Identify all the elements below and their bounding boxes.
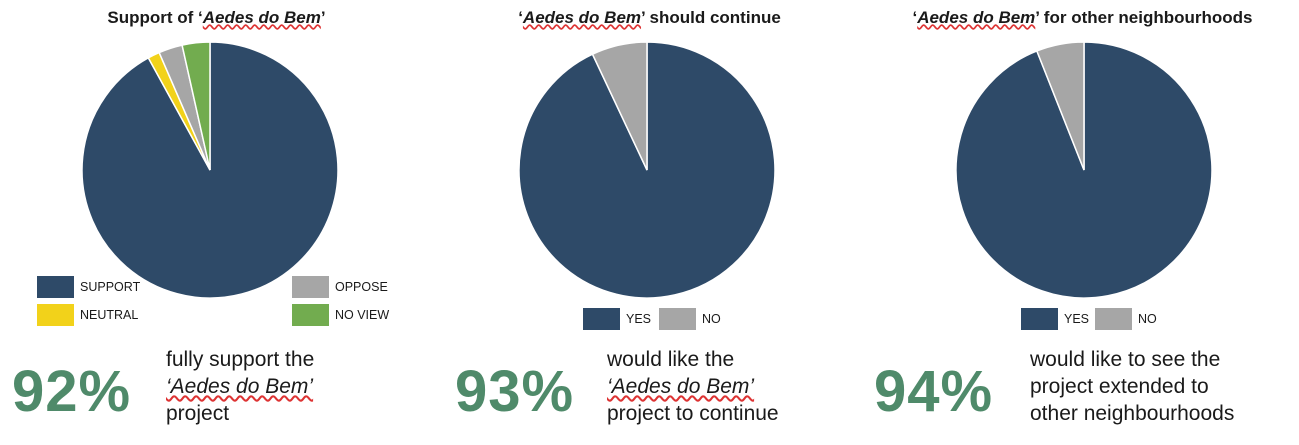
legend-item-neutral: NEUTRAL <box>37 304 138 326</box>
pie-slice-no-view <box>181 41 211 171</box>
legend-label: NO <box>702 312 721 326</box>
pie-chart <box>518 41 776 299</box>
legend-swatch <box>37 304 74 326</box>
chart-panel-continue: ‘Aedes do Bem’ should continue YES NO 93… <box>433 0 866 445</box>
legend-swatch <box>292 276 329 298</box>
pie-slice-no <box>1035 41 1085 171</box>
stat-description: would like to see the project extended t… <box>1030 346 1234 427</box>
stat-description: fully support the ‘Aedes do Bem’ project <box>166 346 314 427</box>
stat-percent: 93% <box>455 359 575 424</box>
legend-swatch <box>659 308 696 330</box>
desc-line: other neighbourhoods <box>1030 402 1235 425</box>
legend-label: NO VIEW <box>335 308 390 322</box>
legend-item-yes: YES <box>583 308 651 330</box>
stat-percent: 94% <box>874 359 994 424</box>
legend-swatch <box>1095 308 1132 330</box>
desc-line: would like to see the <box>1030 348 1221 371</box>
chart-title: ‘Aedes do Bem’ should continue <box>518 8 781 27</box>
legend-item-no: NO <box>1095 308 1157 330</box>
legend-item-yes: YES <box>1021 308 1089 330</box>
desc-line: project <box>166 402 230 425</box>
chart-panel-neighbourhoods: ‘Aedes do Bem’ for other neighbourhoods … <box>866 0 1299 445</box>
legend-item-oppose: OPPOSE <box>292 276 388 298</box>
legend-item-support: SUPPORT <box>37 276 140 298</box>
stat-percent: 92% <box>12 359 132 424</box>
desc-line: project extended to <box>1030 375 1209 398</box>
desc-line: project to continue <box>607 402 779 425</box>
desc-line: would like the <box>607 348 735 371</box>
stat-description: would like the ‘Aedes do Bem’ project to… <box>607 346 779 427</box>
legend-label: YES <box>1064 312 1090 326</box>
pie-chart <box>81 41 339 299</box>
legend-swatch <box>292 304 329 326</box>
legend-label: NO <box>1138 312 1157 326</box>
desc-line: fully support the <box>166 348 315 371</box>
legend-swatch <box>583 308 620 330</box>
desc-line: ‘Aedes do Bem’ <box>166 375 314 398</box>
legend-label: YES <box>626 312 652 326</box>
pie-slice-no <box>591 41 648 171</box>
legend-item-no: NO <box>659 308 721 330</box>
legend-swatch <box>37 276 74 298</box>
pie-chart <box>955 41 1213 299</box>
legend-label: SUPPORT <box>80 280 141 294</box>
legend-label: OPPOSE <box>335 280 388 294</box>
chart-title: ‘Aedes do Bem’ for other neighbourhoods <box>912 8 1253 27</box>
legend-item-noview: NO VIEW <box>292 304 389 326</box>
desc-line: ‘Aedes do Bem’ <box>607 375 755 398</box>
legend-label: NEUTRAL <box>80 308 139 322</box>
chart-title: Support of ‘Aedes do Bem’ <box>107 8 326 27</box>
legend-swatch <box>1021 308 1058 330</box>
chart-panel-support: Support of ‘Aedes do Bem’ SUPPORT NEUTRA… <box>0 0 433 445</box>
